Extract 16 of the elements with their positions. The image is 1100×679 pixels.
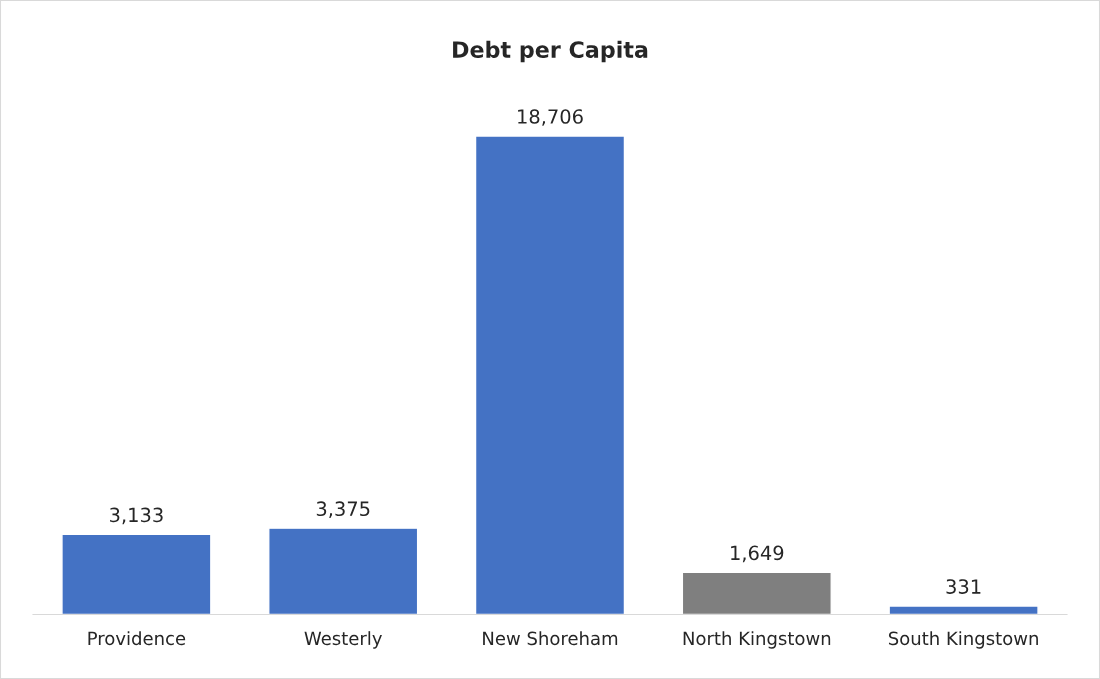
x-tick-label: Providence bbox=[88, 631, 186, 646]
bar bbox=[888, 605, 1039, 615]
bar bbox=[61, 533, 212, 615]
data-label: 18,706 bbox=[518, 109, 583, 126]
x-tick-label: South Kingstown bbox=[888, 631, 1038, 649]
bar bbox=[268, 527, 419, 615]
data-label: 1,649 bbox=[731, 545, 784, 563]
x-tick-label: Westerly bbox=[304, 631, 382, 649]
chart-title: Debt per Capita bbox=[453, 40, 648, 63]
bar bbox=[681, 571, 832, 615]
x-tick-label: New Shoreham bbox=[483, 631, 618, 646]
bar bbox=[474, 135, 626, 615]
data-label: 3,133 bbox=[110, 507, 163, 525]
x-tick-label: North Kingstown bbox=[683, 631, 831, 649]
data-label: 3,375 bbox=[316, 501, 370, 519]
data-label: 331 bbox=[946, 579, 981, 594]
